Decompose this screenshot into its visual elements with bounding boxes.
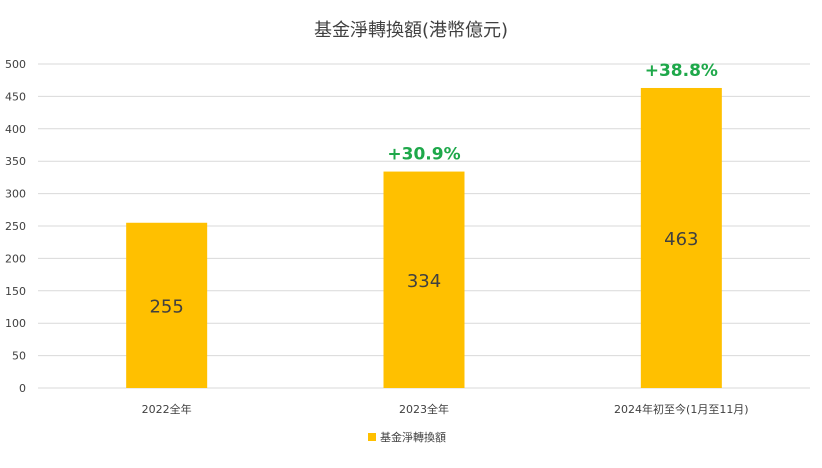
- y-tick-label: 250: [5, 220, 26, 233]
- bar-value-label: 255: [149, 296, 183, 317]
- growth-label: +38.8%: [645, 61, 718, 81]
- bar: [126, 222, 208, 388]
- chart-title: 基金淨轉換額(港幣億元): [314, 20, 508, 41]
- y-axis-ticks: 0 50 100 150 200 250 300 350 400 450 500: [5, 58, 26, 395]
- legend-label: 基金淨轉換額: [380, 430, 446, 444]
- bar-value-label: 463: [664, 229, 698, 250]
- y-tick-label: 0: [19, 382, 26, 395]
- x-axis-labels: 2022全年 2023全年 2024年初至今(1月至11月): [142, 402, 749, 416]
- y-tick-label: 200: [5, 252, 26, 265]
- bar-value-label: 334: [407, 271, 441, 292]
- y-tick-label: 400: [5, 123, 26, 136]
- bar: [640, 87, 722, 388]
- y-tick-label: 150: [5, 285, 26, 298]
- x-category-label: 2024年初至今(1月至11月): [614, 402, 749, 416]
- growth-label: +30.9%: [387, 145, 460, 165]
- y-tick-label: 350: [5, 155, 26, 168]
- y-tick-label: 50: [12, 350, 26, 363]
- bar: [383, 171, 465, 388]
- legend: 基金淨轉換額: [368, 430, 446, 444]
- y-tick-label: 450: [5, 90, 26, 103]
- x-category-label: 2023全年: [399, 402, 449, 416]
- y-tick-label: 500: [5, 58, 26, 71]
- y-tick-label: 300: [5, 188, 26, 201]
- x-category-label: 2022全年: [142, 402, 192, 416]
- legend-swatch: [368, 433, 376, 441]
- bars: 255 334 +30.9% 463 +38.8%: [126, 61, 722, 388]
- y-tick-label: 100: [5, 317, 26, 330]
